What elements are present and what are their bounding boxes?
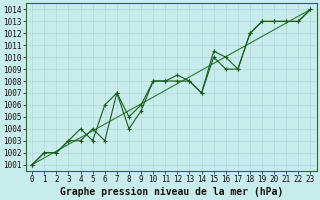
X-axis label: Graphe pression niveau de la mer (hPa): Graphe pression niveau de la mer (hPa) [60, 186, 283, 197]
